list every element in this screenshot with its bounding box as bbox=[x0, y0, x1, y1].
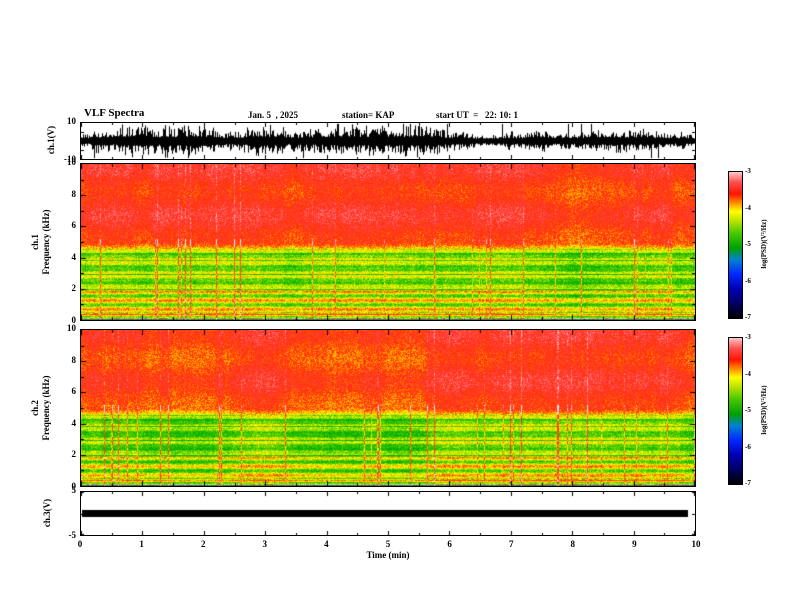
plot-title: VLF Spectra bbox=[84, 107, 145, 119]
tick-label: 0 bbox=[77, 539, 83, 549]
tick-label: 3 bbox=[262, 539, 268, 549]
tick-label: -6 bbox=[745, 442, 751, 451]
x-axis-label: Time (min) bbox=[366, 550, 410, 560]
tick-label: 2 bbox=[200, 539, 206, 549]
tick-label: 10 bbox=[67, 116, 76, 126]
plot-station: station= KAP bbox=[342, 110, 395, 120]
tick-label: 8 bbox=[71, 354, 77, 365]
ch3-waveform-canvas bbox=[81, 492, 695, 535]
tick-label: 10 bbox=[67, 323, 76, 333]
tick-label: 10 bbox=[691, 539, 701, 549]
tick-label: -3 bbox=[745, 167, 751, 175]
ch3-waveform-panel bbox=[80, 491, 696, 536]
tick-label: 4 bbox=[71, 417, 77, 428]
tick-label: 8 bbox=[71, 188, 77, 199]
plot-date: Jan. 5 , 2025 bbox=[248, 110, 299, 120]
tick-label: 9 bbox=[632, 539, 637, 549]
ch2-spectrogram-ylabel-line2: Frequency (kHz) bbox=[41, 375, 51, 441]
tick-label: 8 bbox=[570, 539, 576, 549]
colorbar-spec2 bbox=[728, 337, 743, 485]
tick-label: -7 bbox=[745, 313, 751, 321]
colorbar-spec1 bbox=[728, 171, 743, 319]
tick-label: -4 bbox=[745, 369, 751, 378]
tick-label: -5 bbox=[745, 406, 751, 414]
ch1-spectrogram-ylabel: ch.1 Frequency (kHz) bbox=[30, 164, 54, 320]
ch1-spectrogram-panel bbox=[80, 163, 696, 321]
ch1-waveform-panel bbox=[80, 122, 696, 160]
tick-label: -10 bbox=[64, 154, 76, 164]
tick-label: 1 bbox=[139, 539, 144, 549]
ch2-spectrogram-ylabel: ch.2 Frequency (kHz) bbox=[30, 330, 54, 486]
tick-label: -5 bbox=[68, 530, 77, 540]
tick-label: 4 bbox=[324, 539, 329, 549]
tick-label: 10 bbox=[67, 157, 76, 167]
ch2-spectrogram-ylabel-line1: ch.2 bbox=[30, 400, 40, 416]
tick-label: 2 bbox=[71, 449, 77, 460]
ch1-spectrogram-ylabel-line2: Frequency (kHz) bbox=[41, 209, 51, 275]
tick-label: 6 bbox=[447, 539, 452, 549]
tick-label: 4 bbox=[71, 251, 77, 262]
tick-label: 5 bbox=[385, 539, 391, 549]
tick-label: 5 bbox=[71, 485, 77, 495]
tick-label: 6 bbox=[71, 386, 77, 397]
tick-label: 7 bbox=[508, 539, 514, 549]
tick-label: 0 bbox=[71, 315, 77, 325]
ch1-spectrogram-canvas bbox=[81, 164, 695, 320]
ch1-waveform-canvas bbox=[81, 123, 695, 159]
tick-label: 2 bbox=[71, 283, 77, 294]
tick-label: -4 bbox=[745, 203, 751, 212]
ch2-spectrogram-panel bbox=[80, 329, 696, 487]
tick-label: -3 bbox=[745, 333, 751, 341]
tick-label: -5 bbox=[745, 240, 751, 248]
ch2-spectrogram-canvas bbox=[81, 330, 695, 486]
ch1-spectrogram-ylabel-line1: ch.1 bbox=[30, 234, 40, 250]
tick-label: -7 bbox=[745, 479, 751, 487]
tick-label: 0 bbox=[71, 481, 77, 491]
tick-label: 6 bbox=[71, 220, 77, 231]
plot-start-ut: start UT = 22: 10: 1 bbox=[436, 110, 518, 120]
tick-label: -6 bbox=[745, 276, 751, 285]
